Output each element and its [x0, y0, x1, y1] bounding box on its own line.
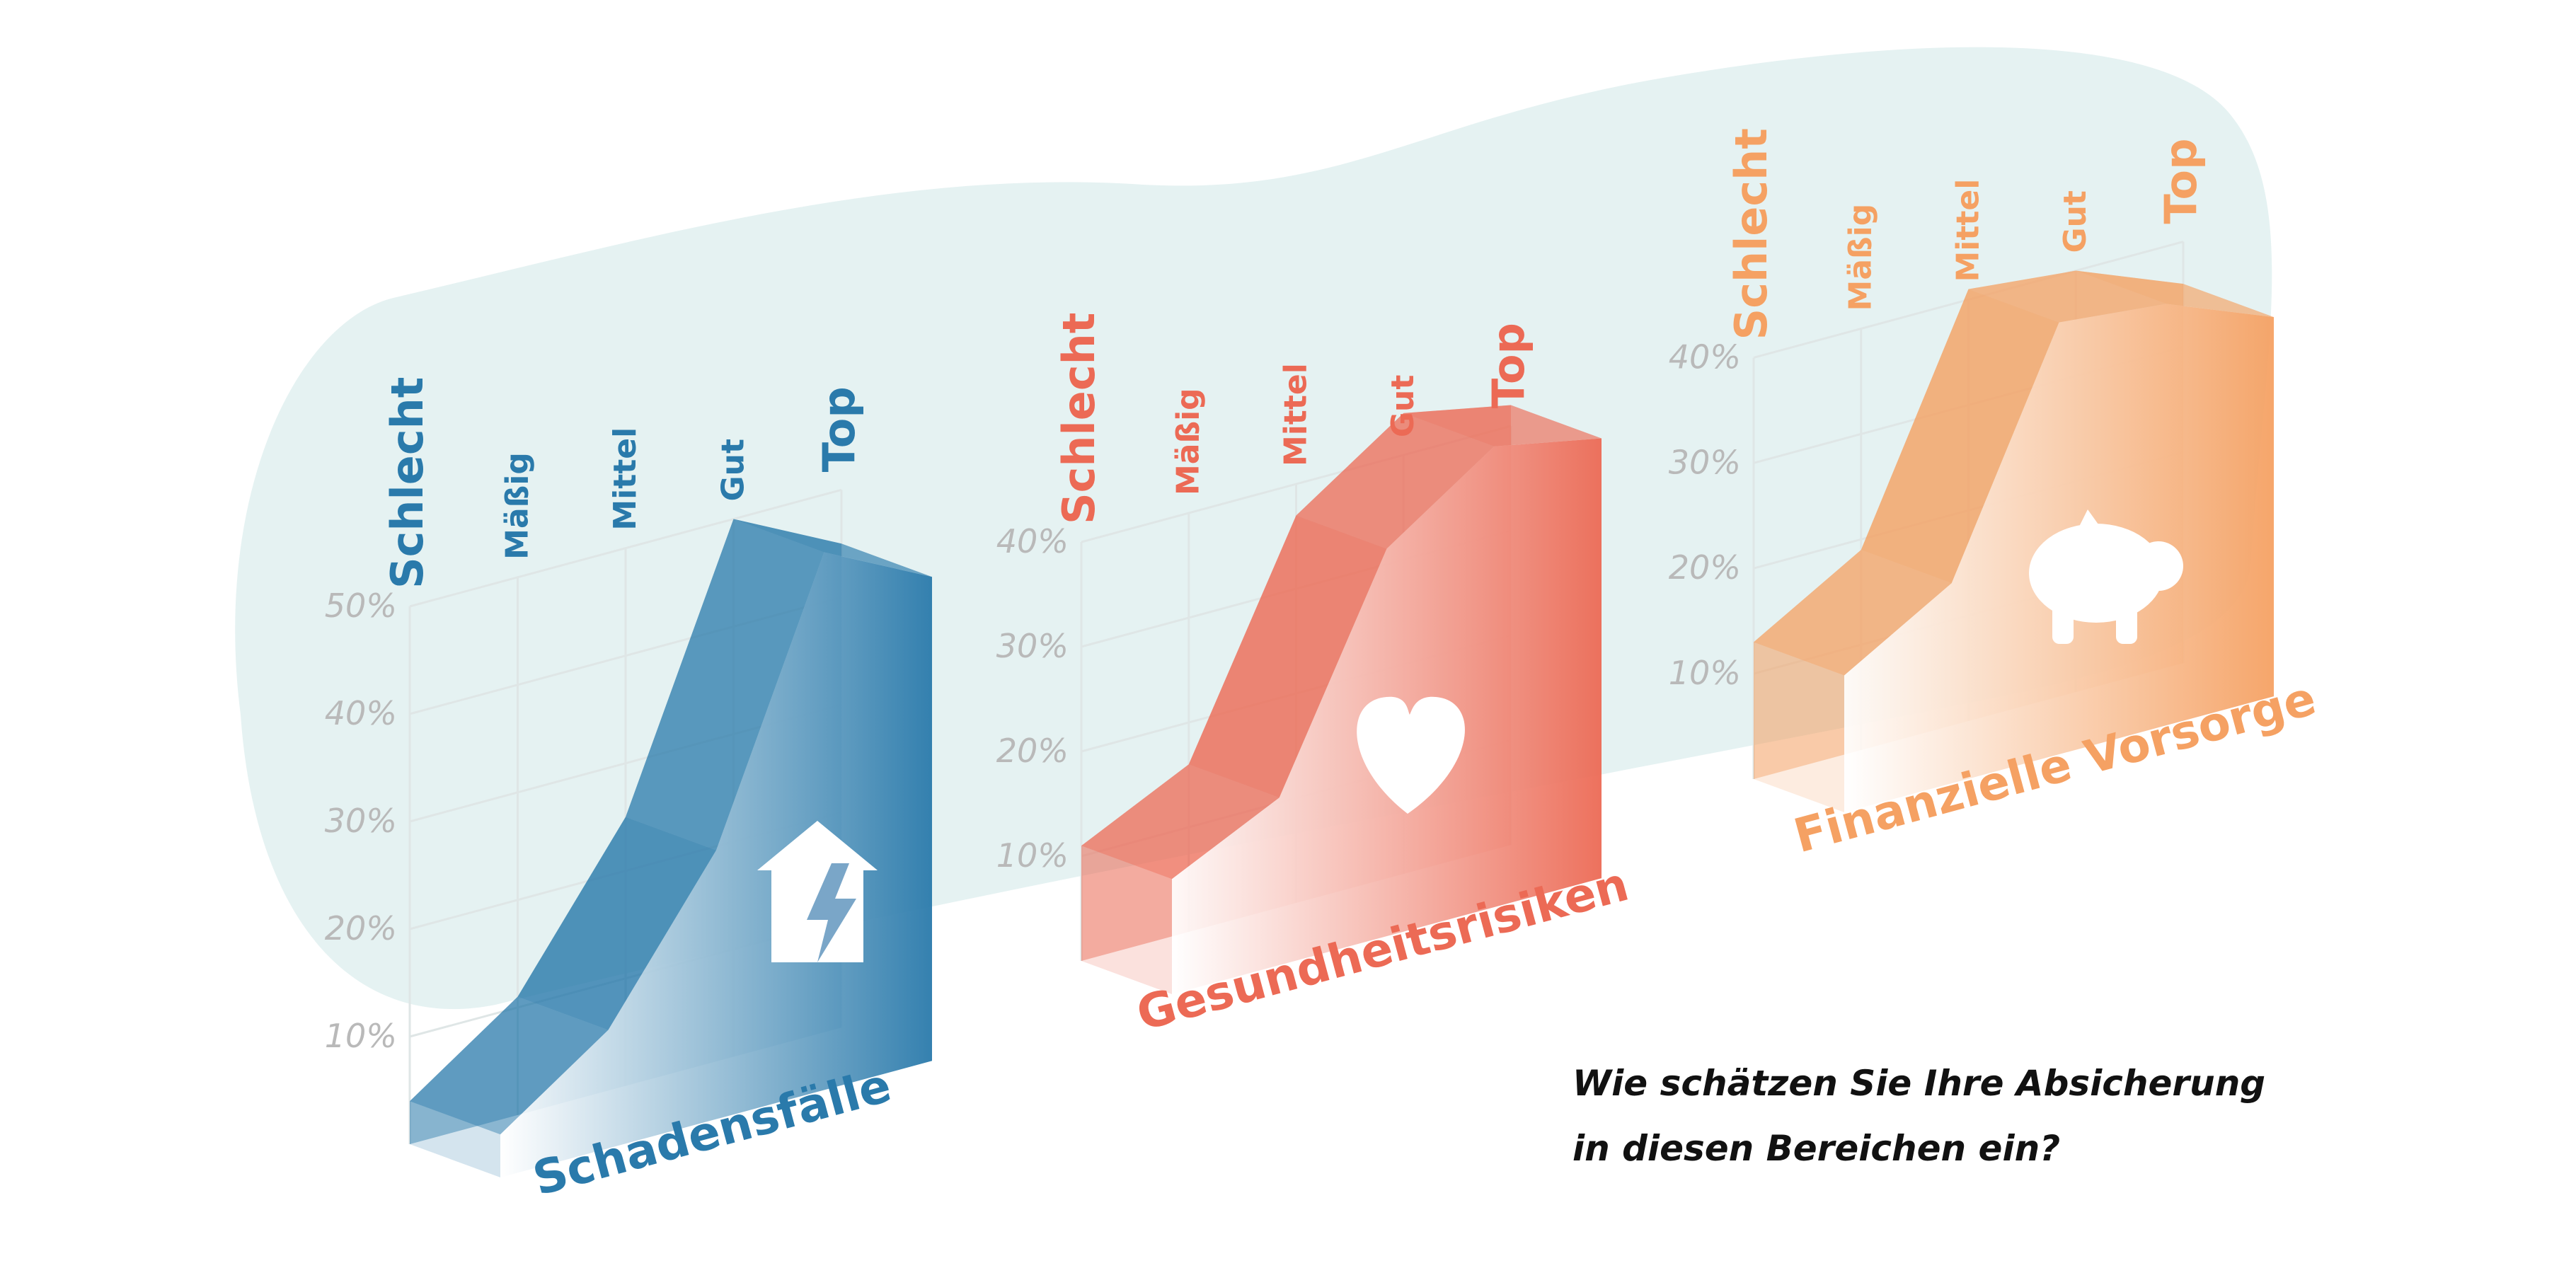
heart-icon — [1357, 696, 1465, 814]
category-label: Mäßig — [1171, 388, 1207, 495]
area-top — [1861, 289, 2059, 584]
area-top — [1968, 270, 2167, 323]
category-label: Mittel — [607, 427, 643, 531]
y-tick-label: 50% — [325, 587, 397, 625]
category-label: Mäßig — [500, 452, 536, 560]
house-icon — [757, 821, 878, 962]
y-tick-label: 30% — [996, 627, 1069, 665]
category-label: Top — [2155, 139, 2207, 224]
area-cap — [410, 1101, 500, 1177]
area-top — [626, 519, 824, 851]
area-top — [733, 519, 932, 577]
y-tick-label: 10% — [1669, 654, 1741, 692]
category-label: Mäßig — [1843, 204, 1879, 311]
category-label: Schlecht — [1053, 313, 1105, 524]
question-line: Wie schätzen Sie Ihre Absicherung — [1572, 1063, 2265, 1104]
area-top — [1754, 550, 1952, 676]
area-cap — [1081, 846, 1172, 994]
question-line: in diesen Bereichen ein? — [1572, 1128, 2060, 1169]
icons — [757, 509, 2183, 962]
y-tick-label: 20% — [996, 732, 1069, 770]
piggy-icon — [2029, 509, 2183, 644]
y-tick-label: 30% — [325, 802, 397, 840]
y-tick-label: 40% — [996, 522, 1069, 560]
area-top — [2076, 270, 2274, 318]
area-cap — [1754, 642, 1844, 812]
y-tick-label: 30% — [1669, 443, 1741, 481]
category-label: Mittel — [1950, 179, 1986, 282]
area-top — [410, 996, 609, 1135]
category-label: Mittel — [1278, 363, 1314, 466]
category-label: Gut — [2057, 190, 2093, 253]
area-front — [500, 552, 932, 1177]
area-top — [1188, 515, 1387, 798]
y-tick-label: 20% — [325, 909, 397, 947]
category-label: Schlecht — [1725, 128, 1777, 340]
category-label: Gut — [715, 439, 752, 501]
y-tick-label: 10% — [325, 1017, 397, 1055]
category-label: Top — [813, 386, 865, 472]
chart: 10% 20% 30% 40% 50%Schlecht Mäßig Mittel Gut Top… — [325, 377, 932, 1206]
category-label: Top — [1483, 323, 1534, 408]
category-label: Schlecht — [381, 377, 433, 589]
y-tick-label: 10% — [996, 836, 1069, 875]
area-top — [1403, 405, 1602, 446]
y-tick-label: 40% — [1669, 338, 1741, 376]
area-top — [1296, 413, 1495, 549]
y-tick-label: 20% — [1669, 548, 1741, 587]
area-top — [1081, 764, 1280, 880]
y-tick-label: 40% — [325, 694, 397, 732]
area-top — [517, 817, 716, 1030]
